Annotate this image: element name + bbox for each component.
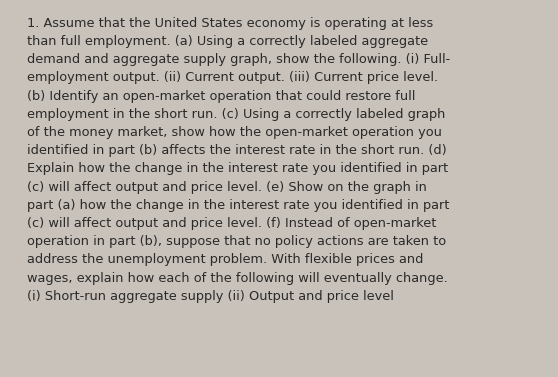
Text: 1. Assume that the United States economy is operating at less
than full employme: 1. Assume that the United States economy… bbox=[27, 17, 451, 303]
